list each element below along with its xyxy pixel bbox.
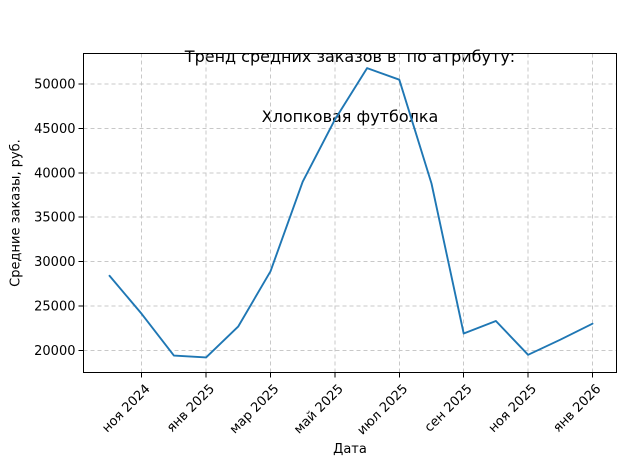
x-tick-label: ноя 2024 [99,382,153,436]
x-axis-label: Дата [333,442,367,457]
grid-lines [83,53,617,373]
y-tick-label: 35000 [34,211,75,226]
x-tick-label: июл 2025 [355,382,412,439]
x-tick-label: ноя 2025 [486,382,540,436]
y-tick-label: 50000 [34,78,75,93]
x-tick-label: янв 2026 [550,382,604,436]
chart-title-line-2: Хлопковая футболка [261,107,439,126]
y-tick-label: 45000 [34,122,75,137]
axes-group [78,53,617,378]
series-group [108,67,594,359]
tick-labels-group: 20000 25000 30000 35000 40000 45000 50000 ноя 2… [34,78,604,439]
chart-title: Тренд средних заказов в по атрибуту: Хло… [83,7,617,167]
y-tick-label: 40000 [34,166,75,181]
x-tick-label: янв 2025 [164,382,218,436]
trend-line [108,67,594,359]
y-tick-label: 20000 [34,344,75,359]
plot-frame [83,53,617,373]
y-tick-label: 30000 [34,255,75,270]
x-tick-label: май 2025 [291,382,346,437]
y-tick-label: 25000 [34,299,75,314]
x-tick-label: мар 2025 [227,382,282,437]
y-axis-label: Средние заказы, руб. [8,139,24,287]
x-tick-label: сен 2025 [422,382,476,436]
chart-title-line-1: Тренд средних заказов в по атрибуту: [184,47,516,66]
